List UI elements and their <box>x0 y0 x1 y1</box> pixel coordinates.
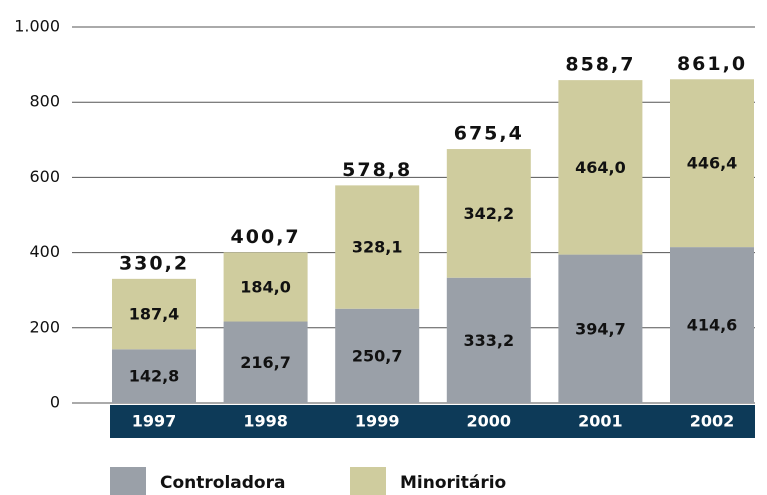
y-tick-label: 0 <box>50 393 60 412</box>
value-label: 250,7 <box>352 346 403 365</box>
bar-segment <box>558 254 643 403</box>
bar-segment <box>223 321 308 403</box>
y-tick-label: 800 <box>29 92 60 111</box>
category-strip <box>110 405 755 438</box>
x-tick-label: 1997 <box>132 412 177 431</box>
value-label: 187,4 <box>129 305 180 324</box>
y-tick-label: 600 <box>29 167 60 186</box>
value-label: 446,4 <box>687 154 738 173</box>
bar-segment <box>670 79 754 248</box>
bar-segment <box>558 80 643 255</box>
x-tick-label: 2001 <box>578 412 623 431</box>
y-tick-label: 400 <box>29 242 60 261</box>
x-tick-label: 1999 <box>355 412 400 431</box>
value-label: 184,0 <box>240 277 291 296</box>
bar-segment <box>335 185 420 309</box>
value-label: 342,2 <box>463 204 514 223</box>
value-label: 328,1 <box>352 238 403 257</box>
value-label: 142,8 <box>129 367 180 386</box>
bar-segment <box>670 247 754 403</box>
legend-label: Minoritário <box>400 473 506 493</box>
bar-segment <box>335 308 420 403</box>
value-label: 333,2 <box>463 331 514 350</box>
x-tick-label: 2002 <box>690 412 735 431</box>
value-label: 216,7 <box>240 353 291 372</box>
total-label: 675,4 <box>454 123 524 145</box>
bar-segment <box>112 278 196 350</box>
legend-swatch <box>110 467 146 495</box>
x-tick-label: 1998 <box>243 412 288 431</box>
bar-segment <box>446 149 531 278</box>
value-label: 464,0 <box>575 158 626 177</box>
y-tick-label: 200 <box>29 317 60 336</box>
total-label: 861,0 <box>677 53 747 75</box>
total-label: 330,2 <box>119 252 189 274</box>
bar-segment <box>112 349 196 403</box>
total-label: 400,7 <box>231 226 301 248</box>
total-label: 858,7 <box>565 54 635 76</box>
legend-label: Controladora <box>160 473 285 493</box>
value-label: 394,7 <box>575 319 626 338</box>
total-label: 578,8 <box>342 159 412 181</box>
x-tick-label: 2000 <box>467 412 512 431</box>
y-tick-label: 1.000 <box>14 17 60 36</box>
bar-segment <box>223 252 308 322</box>
bar-segment <box>446 277 531 403</box>
legend-swatch <box>350 467 386 495</box>
value-label: 414,6 <box>687 316 738 335</box>
